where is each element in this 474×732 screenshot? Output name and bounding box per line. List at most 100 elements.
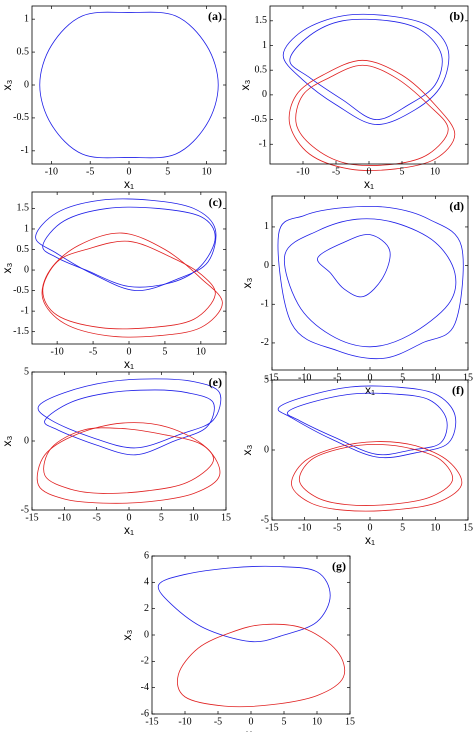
x-axis-label: x₁ [365, 533, 375, 547]
trajectory [288, 59, 456, 171]
trajectory [177, 623, 346, 708]
x-tick-label: -15 [145, 716, 158, 727]
axes-frame [271, 195, 469, 371]
x-tick-label: 0 [367, 166, 372, 177]
x-tick-label: 0 [368, 372, 373, 383]
y-axis-label: x₃ [0, 435, 14, 446]
y-tick-label: 6 [144, 550, 149, 561]
y-tick-label: 0 [264, 260, 269, 271]
axes-frame [269, 5, 469, 165]
x-axis-label: x₁ [124, 523, 134, 537]
trajectory [282, 13, 450, 125]
x-tick-label: 10 [430, 372, 440, 383]
y-tick-label: 0 [144, 629, 149, 640]
y-tick-label: 1.5 [255, 15, 268, 26]
x-tick-label: -15 [265, 372, 278, 383]
x-tick-label: -10 [296, 166, 309, 177]
x-tick-label: -15 [25, 512, 38, 523]
y-tick-label: 0 [262, 89, 267, 100]
y-tick-label: -0.5 [13, 285, 29, 296]
y-tick-label: -5 [21, 504, 29, 515]
x-tick-label: 10 [430, 166, 440, 177]
y-tick-label: 2 [144, 603, 149, 614]
panel: -10 -5 0 5 10 -1 -0.5 0 0.5 1 (a) x₁ x₃ [0, 5, 227, 191]
x-tick-label: 10 [430, 522, 440, 533]
x-tick-label: 10 [312, 716, 322, 727]
panel-label: (c) [209, 195, 222, 209]
y-tick-label: 0 [24, 79, 29, 90]
panel: -10 -5 0 5 10 -1.5 -1 -0.5 0 0.5 1 1.5 (c) x₁ x₃ [0, 191, 227, 371]
y-tick-label: 4 [144, 577, 149, 588]
trajectory [289, 18, 443, 120]
x-tick-label: 5 [282, 716, 287, 727]
x-tick-label: -10 [298, 522, 311, 533]
panel: -15 -10 -5 0 5 10 15 -5 0 5 (e) x₁ x₃ [0, 366, 231, 537]
x-tick-label: 10 [196, 346, 206, 357]
y-tick-label: 0 [24, 435, 29, 446]
x-tick-label: 5 [400, 166, 405, 177]
x-tick-label: 15 [345, 716, 355, 727]
x-tick-label: 15 [221, 512, 231, 523]
y-tick-label: -1 [21, 305, 29, 316]
y-tick-label: -6 [141, 708, 149, 719]
x-tick-label: 5 [165, 166, 170, 177]
trajectory [317, 234, 391, 298]
x-tick-label: 5 [400, 522, 405, 533]
trajectory [36, 422, 221, 504]
y-tick-label: -1.5 [13, 326, 29, 337]
trajectory [43, 427, 214, 494]
x-axis-label: x₁ [124, 177, 134, 191]
trajectory [39, 11, 219, 159]
y-axis-label: x₃ [0, 79, 14, 90]
x-tick-label: -10 [298, 372, 311, 383]
x-axis-label: x₁ [124, 357, 134, 371]
x-axis-label: x₁ [365, 383, 375, 397]
x-tick-label: 10 [202, 166, 212, 177]
x-tick-label: -5 [333, 522, 341, 533]
x-tick-label: 10 [189, 512, 199, 523]
panel-label: (f) [452, 383, 464, 397]
trajectory [286, 392, 448, 456]
y-tick-label: 5 [264, 374, 269, 385]
panel-label: (d) [449, 199, 464, 213]
x-axis-label: x₁ [364, 177, 374, 191]
y-axis-label: x₃ [0, 262, 14, 273]
y-tick-label: 5 [24, 366, 29, 377]
x-tick-label: -5 [89, 346, 97, 357]
x-tick-label: 5 [400, 372, 405, 383]
x-tick-label: 5 [162, 346, 167, 357]
x-tick-label: -10 [58, 512, 71, 523]
x-tick-label: -10 [50, 346, 63, 357]
panel: -15 -10 -5 0 5 10 15 -5 0 5 (f) x₁ x₃ [240, 374, 473, 547]
y-tick-label: 0.5 [17, 46, 30, 57]
trajectory [42, 206, 216, 288]
trajectory [44, 389, 215, 456]
trajectory [37, 378, 222, 449]
panel-label: (g) [332, 559, 346, 573]
x-tick-label: 15 [463, 372, 473, 383]
y-tick-label: -5 [261, 514, 269, 525]
trajectory [277, 205, 464, 360]
trajectory [283, 218, 457, 348]
panel-label: (b) [449, 9, 464, 23]
y-axis-label: x₃ [240, 277, 254, 288]
panel-label: (e) [209, 375, 222, 389]
panel: -10 -5 0 5 10 -1 -0.5 0 0.5 1 1.5 (b) x₁ x₃ [238, 5, 469, 191]
y-tick-label: 1 [24, 13, 29, 24]
y-tick-label: -2 [141, 656, 149, 667]
y-tick-label: -1 [259, 139, 267, 150]
y-tick-label: -0.5 [13, 112, 29, 123]
x-tick-label: 0 [127, 166, 132, 177]
y-axis-label: x₃ [120, 629, 134, 640]
y-tick-label: -4 [141, 682, 149, 693]
y-tick-label: 1 [24, 223, 29, 234]
x-axis-label: x₁ [246, 727, 256, 732]
y-tick-label: 0 [264, 444, 269, 455]
x-tick-label: 0 [249, 716, 254, 727]
x-tick-label: -5 [332, 166, 340, 177]
trajectory [291, 441, 463, 512]
y-tick-label: -1 [21, 145, 29, 156]
x-tick-label: 15 [463, 522, 473, 533]
